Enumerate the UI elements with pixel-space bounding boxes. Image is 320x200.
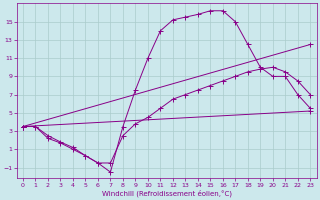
X-axis label: Windchill (Refroidissement éolien,°C): Windchill (Refroidissement éolien,°C) [102,189,232,197]
